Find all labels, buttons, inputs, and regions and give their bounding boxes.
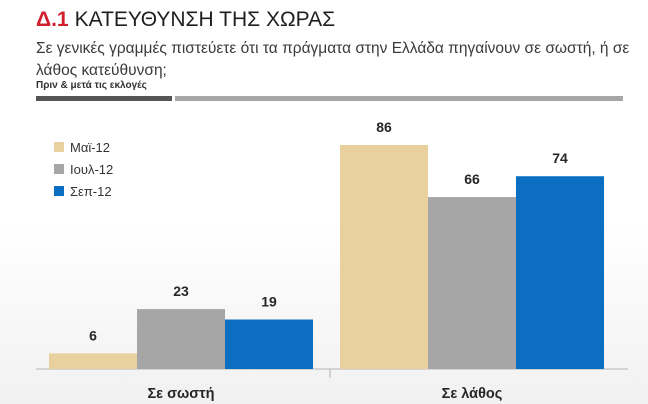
legend: Μαϊ-12 Ιουλ-12 Σεπ-12 <box>54 136 113 202</box>
legend-item-1: Μαϊ-12 <box>54 136 113 158</box>
question-subtitle: Σε γενικές γραμμές πιστεύετε ότι τα πράγ… <box>36 40 630 79</box>
data-label-1-3: 19 <box>261 294 277 310</box>
header-rule-dark <box>36 96 172 101</box>
legend-label-3: Σεπ-12 <box>70 183 112 199</box>
category-label-2: Σε λάθος <box>442 386 503 402</box>
legend-swatch-2 <box>54 164 64 174</box>
section-number: Δ.1 <box>36 8 69 31</box>
bar-2-2 <box>428 197 516 369</box>
header-rule-light <box>175 96 623 101</box>
bar-2-1 <box>340 144 428 369</box>
legend-label-1: Μαϊ-12 <box>70 139 111 155</box>
legend-swatch-3 <box>54 186 64 196</box>
legend-label-2: Ιουλ-12 <box>70 161 114 177</box>
bar-1-1 <box>49 353 137 369</box>
category-label-1: Σε σωστή <box>147 386 214 402</box>
data-label-1-1: 6 <box>89 327 97 343</box>
legend-swatch-1 <box>54 142 64 152</box>
bar-1-3 <box>225 319 313 369</box>
bar-1-2 <box>137 309 225 369</box>
data-label-1-2: 23 <box>173 283 189 299</box>
legend-item-2: Ιουλ-12 <box>54 158 113 180</box>
page-title: Δ.1 ΚΑΤΕΥΘΥΝΣΗ ΤΗΣ ΧΩΡΑΣ <box>36 8 335 32</box>
period-note: Πριν & μετά τις εκλογές <box>36 80 147 91</box>
data-label-2-3: 74 <box>552 150 568 166</box>
data-label-2-2: 66 <box>464 171 480 187</box>
data-label-2-1: 86 <box>376 119 392 135</box>
legend-item-3: Σεπ-12 <box>54 180 113 202</box>
title-text: ΚΑΤΕΥΘΥΝΣΗ ΤΗΣ ΧΩΡΑΣ <box>74 8 336 31</box>
bar-2-3 <box>516 176 604 369</box>
